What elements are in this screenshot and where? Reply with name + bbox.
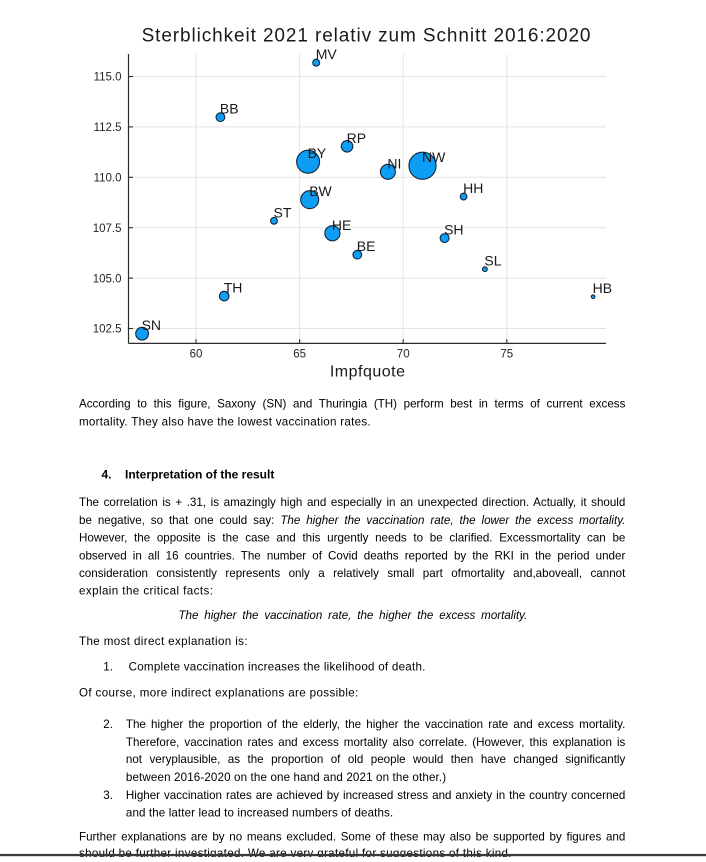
svg-text:HH: HH bbox=[463, 180, 483, 196]
svg-text:Higher vaccination rates are a: Higher vaccination rates are achieved by… bbox=[126, 789, 625, 802]
svg-text:Interpretation of the result: Interpretation of the result bbox=[125, 468, 274, 482]
svg-text:explain the critical facts:: explain the critical facts: bbox=[79, 585, 213, 598]
svg-text:HB: HB bbox=[593, 280, 612, 296]
svg-text:SL: SL bbox=[484, 253, 501, 269]
svg-text:112.5: 112.5 bbox=[94, 122, 122, 134]
svg-text:BE: BE bbox=[357, 238, 376, 254]
svg-text:SN: SN bbox=[142, 317, 161, 333]
svg-text:HE: HE bbox=[332, 217, 351, 233]
svg-text:65: 65 bbox=[293, 349, 306, 361]
svg-text:107.5: 107.5 bbox=[93, 223, 122, 235]
svg-text:BY: BY bbox=[308, 145, 327, 161]
svg-text:Complete vaccination increases: Complete vaccination increases the likel… bbox=[129, 660, 426, 673]
svg-text:SH: SH bbox=[444, 222, 463, 238]
svg-text:4.: 4. bbox=[102, 468, 112, 482]
svg-text:According to this figure, Saxo: According to this figure, Saxony (SN) an… bbox=[79, 398, 626, 411]
svg-text:Sterblichkeit 2021 relativ zum: Sterblichkeit 2021 relativ zum Schnitt 2… bbox=[142, 25, 592, 46]
svg-text:1.: 1. bbox=[103, 660, 113, 673]
svg-text:The most direct explanation is: The most direct explanation is: bbox=[79, 635, 248, 648]
svg-text:RP: RP bbox=[347, 130, 366, 146]
svg-text:The higher the vaccination rat: The higher the vaccination rate, the hig… bbox=[178, 609, 527, 622]
svg-text:be negative, so that one could: be negative, so that one could say: The … bbox=[79, 514, 625, 527]
svg-text:MV: MV bbox=[316, 46, 338, 62]
svg-text:Further explanations are by no: Further explanations are by no means exc… bbox=[79, 830, 625, 843]
svg-text:105.0: 105.0 bbox=[93, 273, 122, 285]
svg-text:NW: NW bbox=[422, 149, 446, 165]
svg-text:consideration consistently rep: consideration consistently represents on… bbox=[79, 567, 626, 580]
svg-text:75: 75 bbox=[500, 349, 513, 361]
svg-text:not veryplausible, as the prop: not veryplausible, as the proportion of … bbox=[126, 753, 626, 766]
svg-text:3.: 3. bbox=[103, 789, 113, 802]
svg-text:110.0: 110.0 bbox=[94, 173, 122, 185]
svg-text:TH: TH bbox=[224, 280, 243, 296]
svg-text:Of course, more indirect expla: Of course, more indirect explanations ar… bbox=[79, 686, 359, 699]
svg-text:Impfquote: Impfquote bbox=[330, 363, 406, 380]
svg-text:BW: BW bbox=[309, 183, 332, 199]
svg-text:between 2016-2020 on the one h: between 2016-2020 on the one hand and 20… bbox=[126, 771, 446, 784]
svg-text:mortality. They also have the: mortality. They also have the lowest vac… bbox=[79, 415, 371, 428]
svg-text:The correlation is + .31, is a: The correlation is + .31, is amazingly h… bbox=[79, 496, 625, 509]
svg-text:60: 60 bbox=[190, 349, 203, 361]
svg-text:102.5: 102.5 bbox=[93, 324, 122, 336]
svg-text:2.: 2. bbox=[103, 718, 113, 731]
svg-text:The higher the proportion of t: The higher the proportion of the elderly… bbox=[126, 718, 625, 731]
svg-text:70: 70 bbox=[397, 349, 410, 361]
svg-text:ST: ST bbox=[274, 204, 292, 220]
svg-text:NI: NI bbox=[387, 155, 401, 171]
svg-text:115.0: 115.0 bbox=[94, 72, 122, 84]
svg-text:Therefore, vaccination rates a: Therefore, vaccination rates and excess … bbox=[126, 736, 626, 749]
svg-text:However, the opposite is the c: However, the opposite is the case and th… bbox=[79, 532, 625, 545]
svg-text:BB: BB bbox=[220, 101, 239, 117]
svg-text:observed in all 16 countries.: observed in all 16 countries. The number… bbox=[79, 549, 625, 562]
svg-text:and the latter lead to increas: and the latter lead to increased numbers… bbox=[126, 806, 393, 819]
